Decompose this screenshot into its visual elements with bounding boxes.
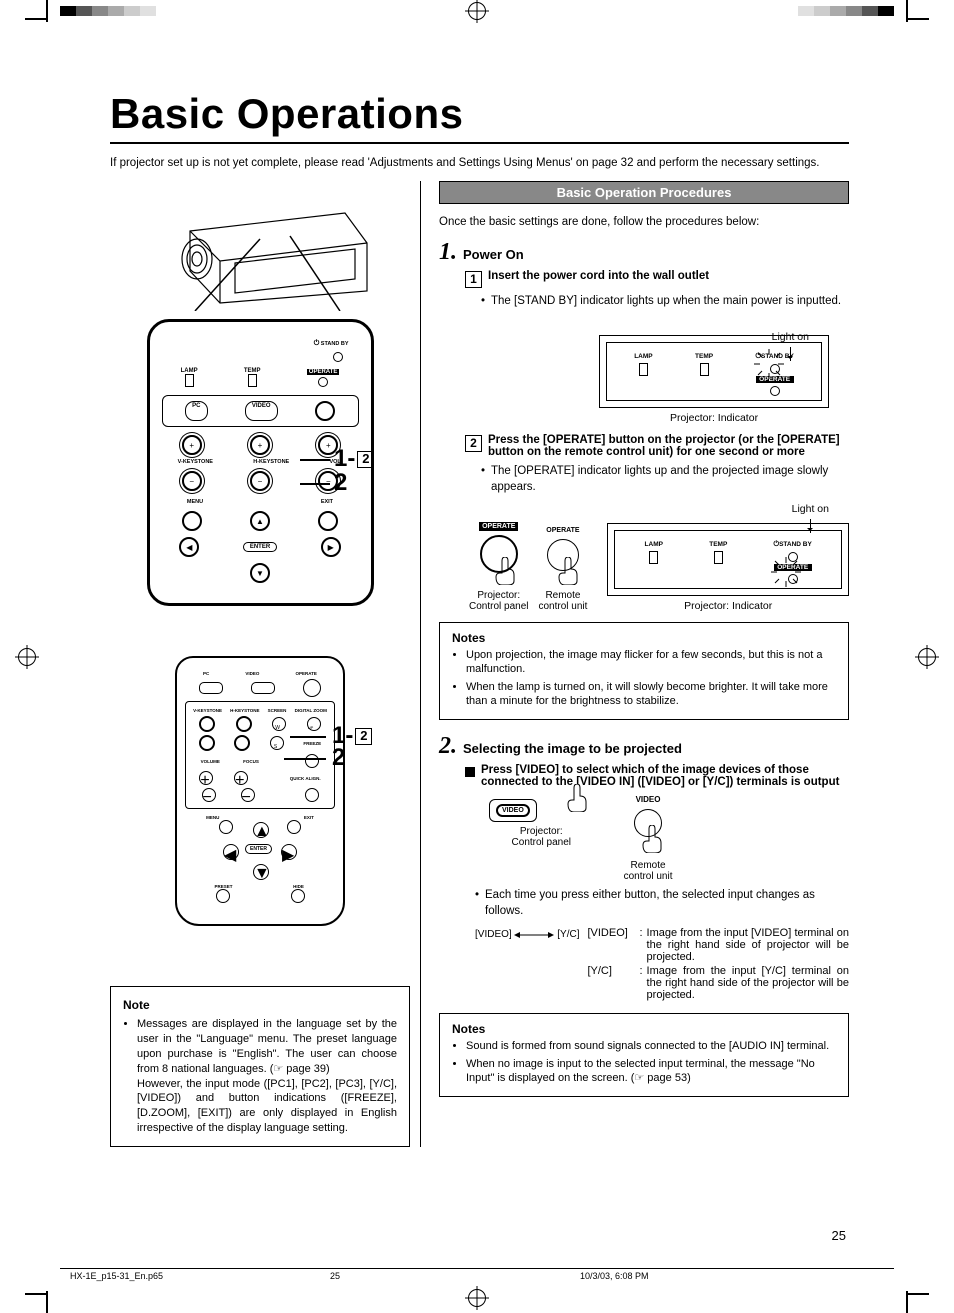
page-title: Basic Operations (110, 90, 849, 138)
registration-mark-icon (918, 648, 936, 666)
video-select-diagram: VIDEO Projector:Control panel VIDEO Remo… (489, 794, 849, 882)
substep-2-1: Press [VIDEO] to select which of the ima… (465, 764, 849, 788)
callout-remote-2: 2 (332, 744, 345, 772)
vol-up-button: + (199, 771, 213, 785)
light-on-label: Light on (792, 503, 829, 515)
footer-rule (60, 1268, 894, 1269)
remote-dpad: ▲ ◀ ▶ ▼ ENTER (225, 826, 295, 876)
up-button: ▲ (250, 511, 270, 531)
projector-operate-press: OPERATE Projector:Control panel (469, 520, 528, 612)
remote-operate-press: OPERATE Remotecontrol unit (538, 524, 587, 612)
step-number: 2 (439, 734, 457, 758)
video-oval-button: VIDEO (496, 804, 530, 817)
footer-filename: HX-1E_p15-31_En.p65 (70, 1271, 163, 1281)
remote-operate-button (303, 679, 321, 697)
square-bullet-icon (465, 767, 475, 777)
focus-up-button: + (234, 771, 248, 785)
exit-button (318, 511, 338, 531)
screen-s-button: S (270, 736, 284, 750)
plus-button: + (250, 435, 270, 455)
remote-video-button (251, 682, 275, 694)
callout-panel-2: 2 (334, 469, 347, 497)
finger-press-icon (566, 784, 594, 812)
registration-mark-icon (18, 648, 36, 666)
operate-button (315, 401, 335, 421)
projector-panel-diagram: ⏻ STAND BY LAMP TEMP OPERATE PC VIDEO (110, 201, 410, 606)
note-title: Note (123, 997, 397, 1013)
projector-illustration (145, 201, 375, 311)
input-switch-diagram: [VIDEO] [Y/C] [VIDEO] : Image from the i… (475, 927, 849, 1003)
title-rule (110, 142, 849, 144)
remote-menu-button (219, 820, 233, 834)
indicator-caption: Projector: Indicator (607, 600, 849, 612)
footer-date: 10/3/03, 6:08 PM (580, 1271, 649, 1281)
step-number: 1 (439, 240, 457, 264)
light-on-label: Light on (772, 331, 809, 343)
down-button: ▼ (250, 563, 270, 583)
print-marks-top (0, 0, 954, 30)
double-arrow-icon (514, 931, 554, 939)
footer-pagenum: 25 (330, 1271, 340, 1281)
quick-align-button (305, 788, 319, 802)
intro-text: If projector set up is not yet complete,… (110, 156, 849, 172)
minus-button: − (250, 471, 270, 491)
starburst-icon (769, 555, 803, 589)
registration-mark-icon (468, 2, 486, 20)
zoom-up-button: UP (307, 717, 321, 731)
indicator-caption: Projector: Indicator (599, 412, 829, 424)
remote-pc-button (199, 682, 223, 694)
plus-button: + (182, 435, 202, 455)
preset-button (216, 889, 230, 903)
section-intro: Once the basic settings are done, follow… (439, 216, 849, 228)
language-note-box: Note Messages are displayed in the langu… (110, 986, 410, 1147)
left-button: ◀ (179, 537, 199, 557)
hide-button (291, 889, 305, 903)
step-2: 2 Selecting the image to be projected (439, 734, 849, 758)
right-button: ▶ (321, 537, 341, 557)
registration-mark-icon (468, 1289, 486, 1307)
step-title: Power On (463, 247, 524, 262)
starburst-icon (752, 347, 786, 381)
freeze-button (305, 754, 319, 768)
notes-box-2: Notes Sound is formed from sound signals… (439, 1013, 849, 1097)
input-select-group: PC VIDEO (162, 395, 359, 427)
pc-button: PC (185, 401, 207, 421)
substep-number: 1 (465, 271, 482, 288)
notes-box-1: Notes Upon projection, the image may fli… (439, 622, 849, 720)
remote-control-diagram: PC VIDEO OPERATE V-KEYSTONE H-KEYSTONE (175, 656, 345, 926)
screen-w-button: W (272, 717, 286, 731)
step-1: 1 Power On (439, 240, 849, 264)
page-number: 25 (832, 1228, 846, 1243)
enter-button: ENTER (243, 542, 277, 552)
substep-number: 2 (465, 435, 482, 452)
step-title: Selecting the image to be projected (463, 741, 682, 756)
vol-down-button: − (202, 788, 216, 802)
focus-down-button: − (241, 788, 255, 802)
remote-exit-button (287, 820, 301, 834)
substep-1-1: 1 Insert the power cord into the wall ou… (465, 270, 849, 288)
substep-1-2: 2 Press the [OPERATE] button on the proj… (465, 434, 849, 458)
section-header: Basic Operation Procedures (439, 181, 849, 204)
video-button: VIDEO (245, 401, 278, 421)
minus-button: − (182, 471, 202, 491)
menu-button (182, 511, 202, 531)
